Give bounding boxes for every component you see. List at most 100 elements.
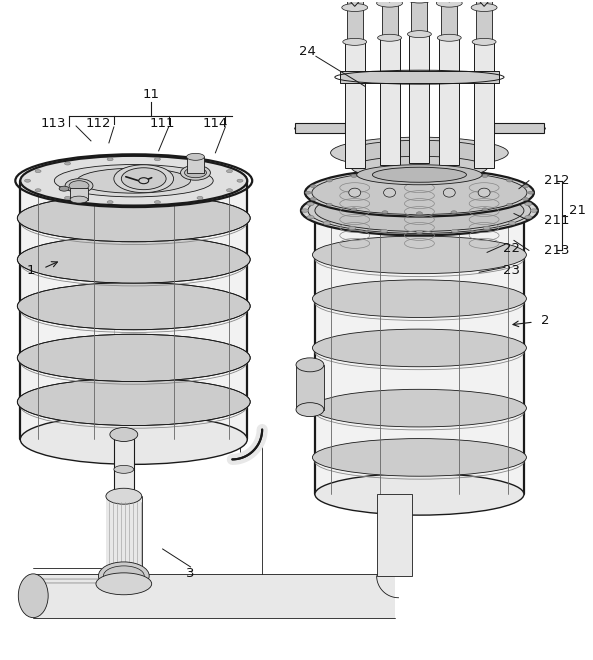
Ellipse shape	[343, 38, 366, 46]
Polygon shape	[347, 0, 362, 7]
Ellipse shape	[525, 215, 532, 219]
Ellipse shape	[406, 0, 432, 3]
Ellipse shape	[107, 158, 113, 161]
Text: 2: 2	[541, 314, 549, 327]
Ellipse shape	[59, 186, 69, 191]
Ellipse shape	[307, 215, 314, 219]
Ellipse shape	[70, 196, 88, 203]
Ellipse shape	[436, 0, 462, 7]
Ellipse shape	[349, 188, 361, 197]
Bar	[377, 494, 413, 576]
Ellipse shape	[305, 169, 534, 216]
Polygon shape	[476, 0, 492, 7]
Text: 3: 3	[186, 568, 195, 580]
Ellipse shape	[197, 162, 203, 165]
Bar	[296, 365, 324, 410]
Ellipse shape	[65, 162, 71, 165]
Ellipse shape	[525, 202, 532, 206]
Ellipse shape	[17, 236, 250, 283]
Ellipse shape	[17, 195, 250, 242]
Ellipse shape	[315, 473, 524, 515]
Ellipse shape	[351, 174, 357, 178]
Ellipse shape	[437, 34, 461, 42]
Ellipse shape	[528, 191, 534, 194]
Ellipse shape	[482, 174, 488, 178]
Bar	[340, 71, 499, 83]
Ellipse shape	[139, 178, 149, 183]
Ellipse shape	[416, 187, 423, 191]
Bar	[441, 0, 457, 38]
Ellipse shape	[114, 465, 134, 473]
Ellipse shape	[315, 189, 524, 232]
Ellipse shape	[349, 191, 356, 195]
Ellipse shape	[313, 280, 527, 317]
Text: 111: 111	[150, 117, 176, 131]
Ellipse shape	[478, 188, 490, 197]
Ellipse shape	[237, 180, 243, 182]
Ellipse shape	[114, 165, 174, 193]
Polygon shape	[106, 496, 142, 566]
Ellipse shape	[326, 203, 332, 206]
Ellipse shape	[384, 188, 396, 197]
Ellipse shape	[18, 574, 48, 618]
Text: 113: 113	[40, 117, 66, 131]
Ellipse shape	[313, 389, 527, 427]
Ellipse shape	[154, 201, 160, 204]
Ellipse shape	[55, 164, 213, 197]
Bar	[410, 34, 429, 163]
Ellipse shape	[227, 170, 232, 173]
Ellipse shape	[180, 165, 211, 180]
Ellipse shape	[227, 189, 232, 192]
Ellipse shape	[296, 358, 324, 372]
Ellipse shape	[509, 222, 515, 225]
Polygon shape	[382, 0, 397, 2]
Ellipse shape	[351, 208, 357, 211]
Text: 22: 22	[503, 242, 521, 255]
Text: 213: 213	[544, 244, 569, 257]
Ellipse shape	[377, 0, 403, 7]
Ellipse shape	[184, 168, 206, 178]
Ellipse shape	[308, 187, 531, 234]
Ellipse shape	[506, 179, 512, 182]
Ellipse shape	[20, 156, 247, 205]
Ellipse shape	[17, 282, 250, 330]
Ellipse shape	[483, 226, 490, 230]
Ellipse shape	[98, 562, 149, 590]
Ellipse shape	[301, 185, 538, 236]
Ellipse shape	[323, 196, 330, 200]
Ellipse shape	[96, 573, 152, 595]
Bar	[295, 123, 345, 133]
Ellipse shape	[372, 167, 467, 182]
Text: 21: 21	[569, 204, 586, 217]
Ellipse shape	[187, 153, 205, 160]
Ellipse shape	[357, 165, 482, 185]
Ellipse shape	[313, 329, 527, 367]
Ellipse shape	[416, 212, 422, 215]
Ellipse shape	[451, 229, 458, 233]
Ellipse shape	[310, 197, 317, 201]
Bar	[187, 157, 205, 173]
Ellipse shape	[296, 403, 324, 416]
Ellipse shape	[122, 168, 166, 189]
Text: 112: 112	[85, 117, 111, 131]
Ellipse shape	[522, 197, 528, 201]
Ellipse shape	[197, 197, 203, 199]
Ellipse shape	[472, 38, 496, 46]
Ellipse shape	[313, 439, 527, 477]
Ellipse shape	[416, 230, 423, 234]
Text: 24: 24	[298, 45, 315, 58]
Ellipse shape	[310, 185, 317, 188]
Bar	[382, 0, 397, 38]
Bar	[33, 574, 394, 618]
Ellipse shape	[451, 172, 457, 174]
Polygon shape	[20, 181, 247, 440]
Ellipse shape	[17, 378, 250, 426]
Ellipse shape	[444, 188, 455, 197]
Bar	[345, 42, 365, 168]
Bar	[494, 123, 544, 133]
Ellipse shape	[407, 30, 431, 38]
Ellipse shape	[312, 171, 527, 214]
Ellipse shape	[451, 211, 457, 214]
Text: 114: 114	[203, 117, 228, 131]
Text: 11: 11	[142, 88, 159, 100]
